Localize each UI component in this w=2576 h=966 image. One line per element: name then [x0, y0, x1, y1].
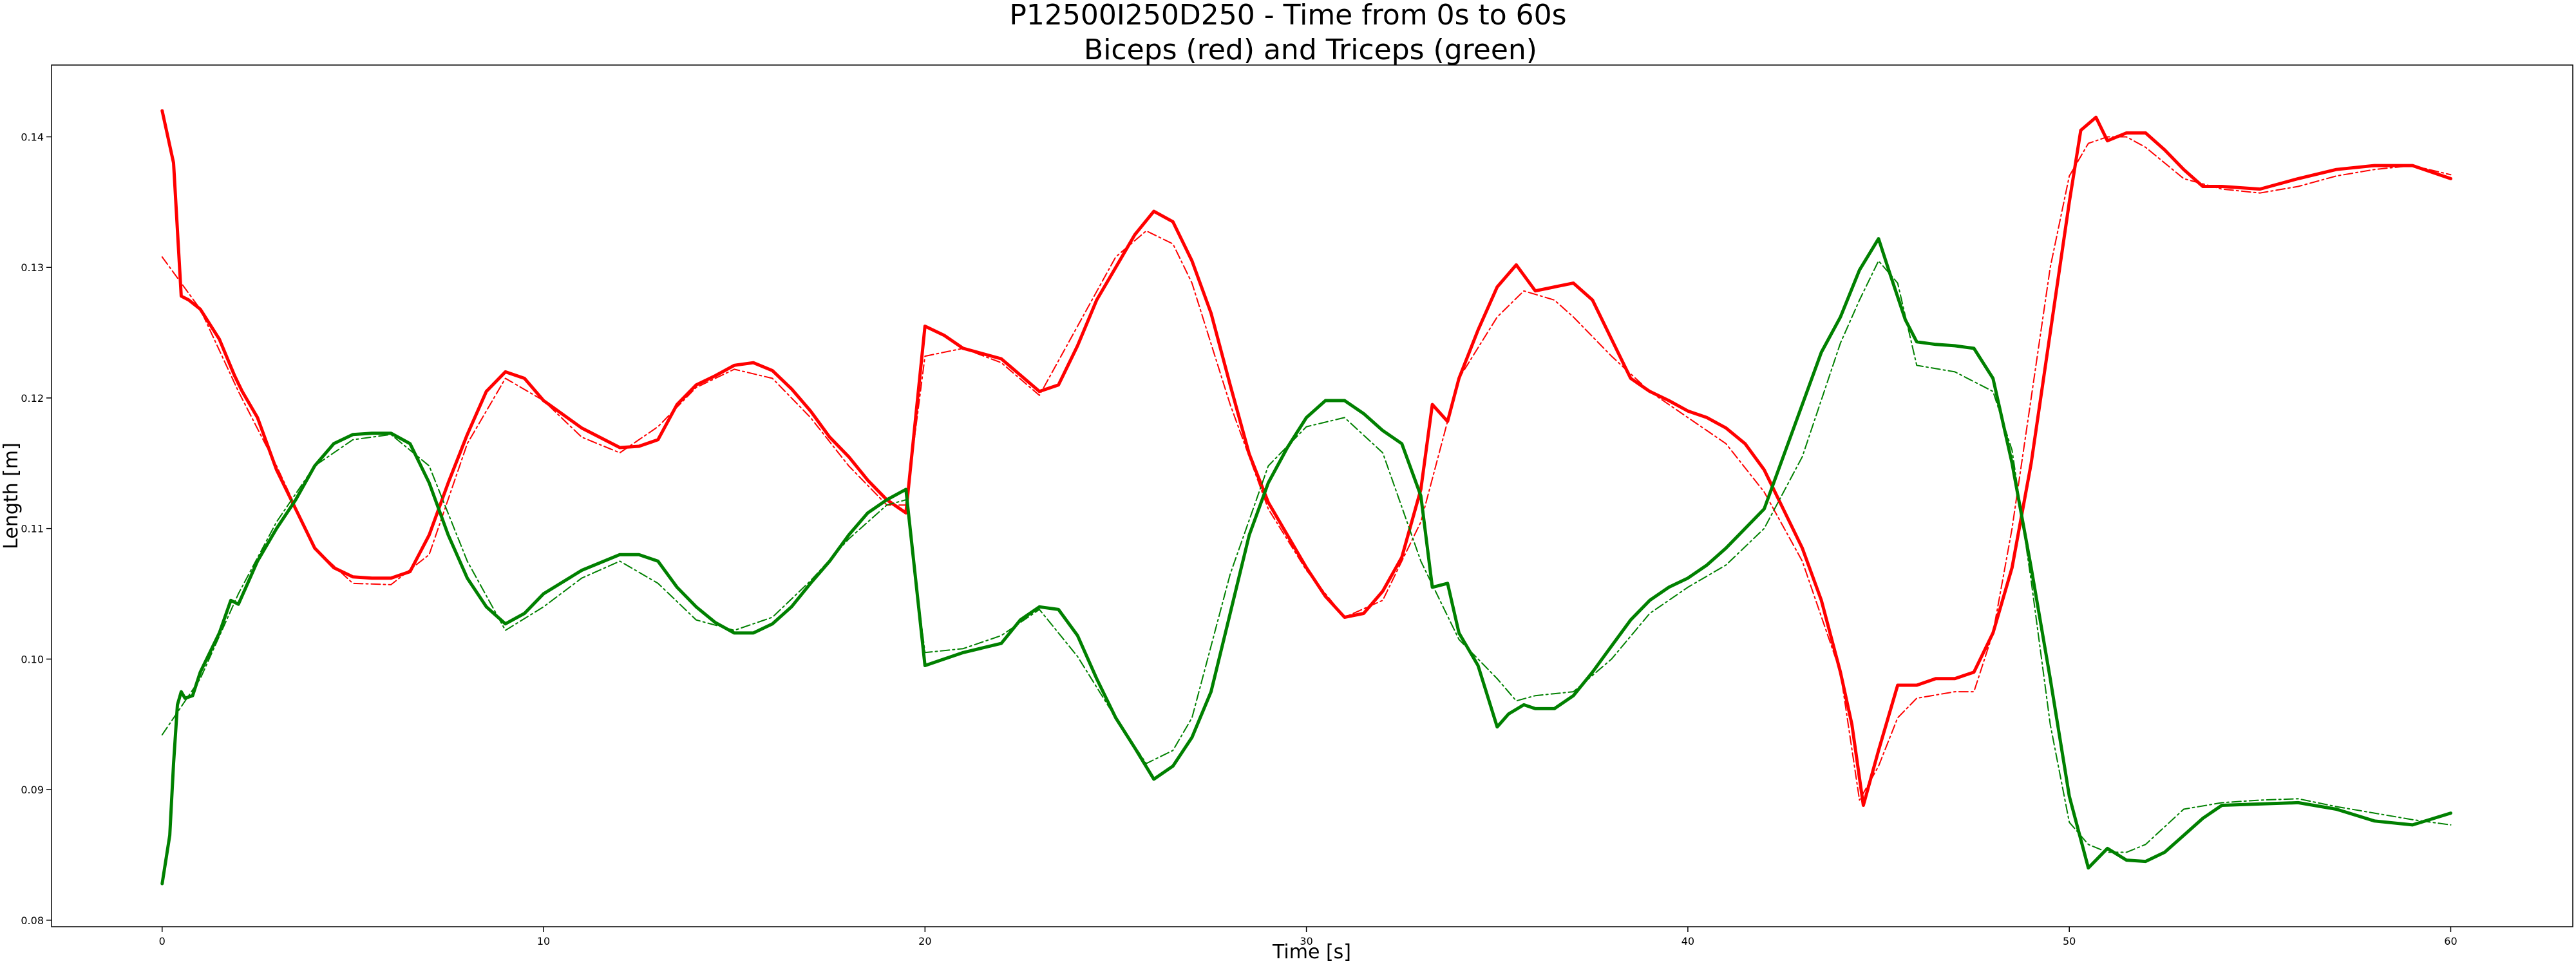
y-tick-label: 0.12 — [21, 392, 44, 404]
y-tick-label: 0.09 — [21, 784, 44, 796]
x-tick-label: 20 — [918, 935, 931, 947]
axes: 0 10 20 30 40 50 60 0.080.090.100.110.120.130.… — [21, 64, 2573, 947]
y-tick-label: 0.11 — [21, 523, 44, 535]
triceps-reference-line — [161, 260, 2452, 853]
x-tick-label: 10 — [537, 935, 550, 947]
chart-subtitle: Biceps (red) and Triceps (green) — [1084, 33, 1537, 66]
biceps-reference-line — [161, 136, 2452, 801]
y-tick-label: 0.08 — [21, 914, 44, 927]
x-tick-label: 50 — [2063, 935, 2076, 947]
series-lines — [160, 109, 2452, 886]
x-axis-label: Time [s] — [1272, 941, 1351, 963]
y-axis-ticks: 0.08 0.09 0.10 0.11 0.12 0.13 0.14 — [21, 131, 52, 927]
x-tick-label: 60 — [2444, 935, 2457, 947]
x-tick-label: 40 — [1681, 935, 1694, 947]
y-tick-label: 0.14 — [21, 131, 44, 144]
triceps-measured-line — [160, 237, 2452, 886]
plot-frame — [51, 64, 2573, 927]
y-axis-label: Length [m] — [0, 442, 23, 549]
x-tick-label: 0 — [159, 935, 166, 947]
y-tick-label: 0.13 — [21, 261, 44, 274]
chart-title: P12500I250D250 - Time from 0s to 60s — [1009, 0, 1566, 32]
x-axis-ticks: 0 10 20 30 40 50 60 — [159, 927, 2458, 947]
y-tick-label: 0.10 — [21, 653, 44, 665]
x-tick-label: 30 — [1300, 935, 1312, 947]
biceps-measured-line — [160, 109, 2452, 807]
